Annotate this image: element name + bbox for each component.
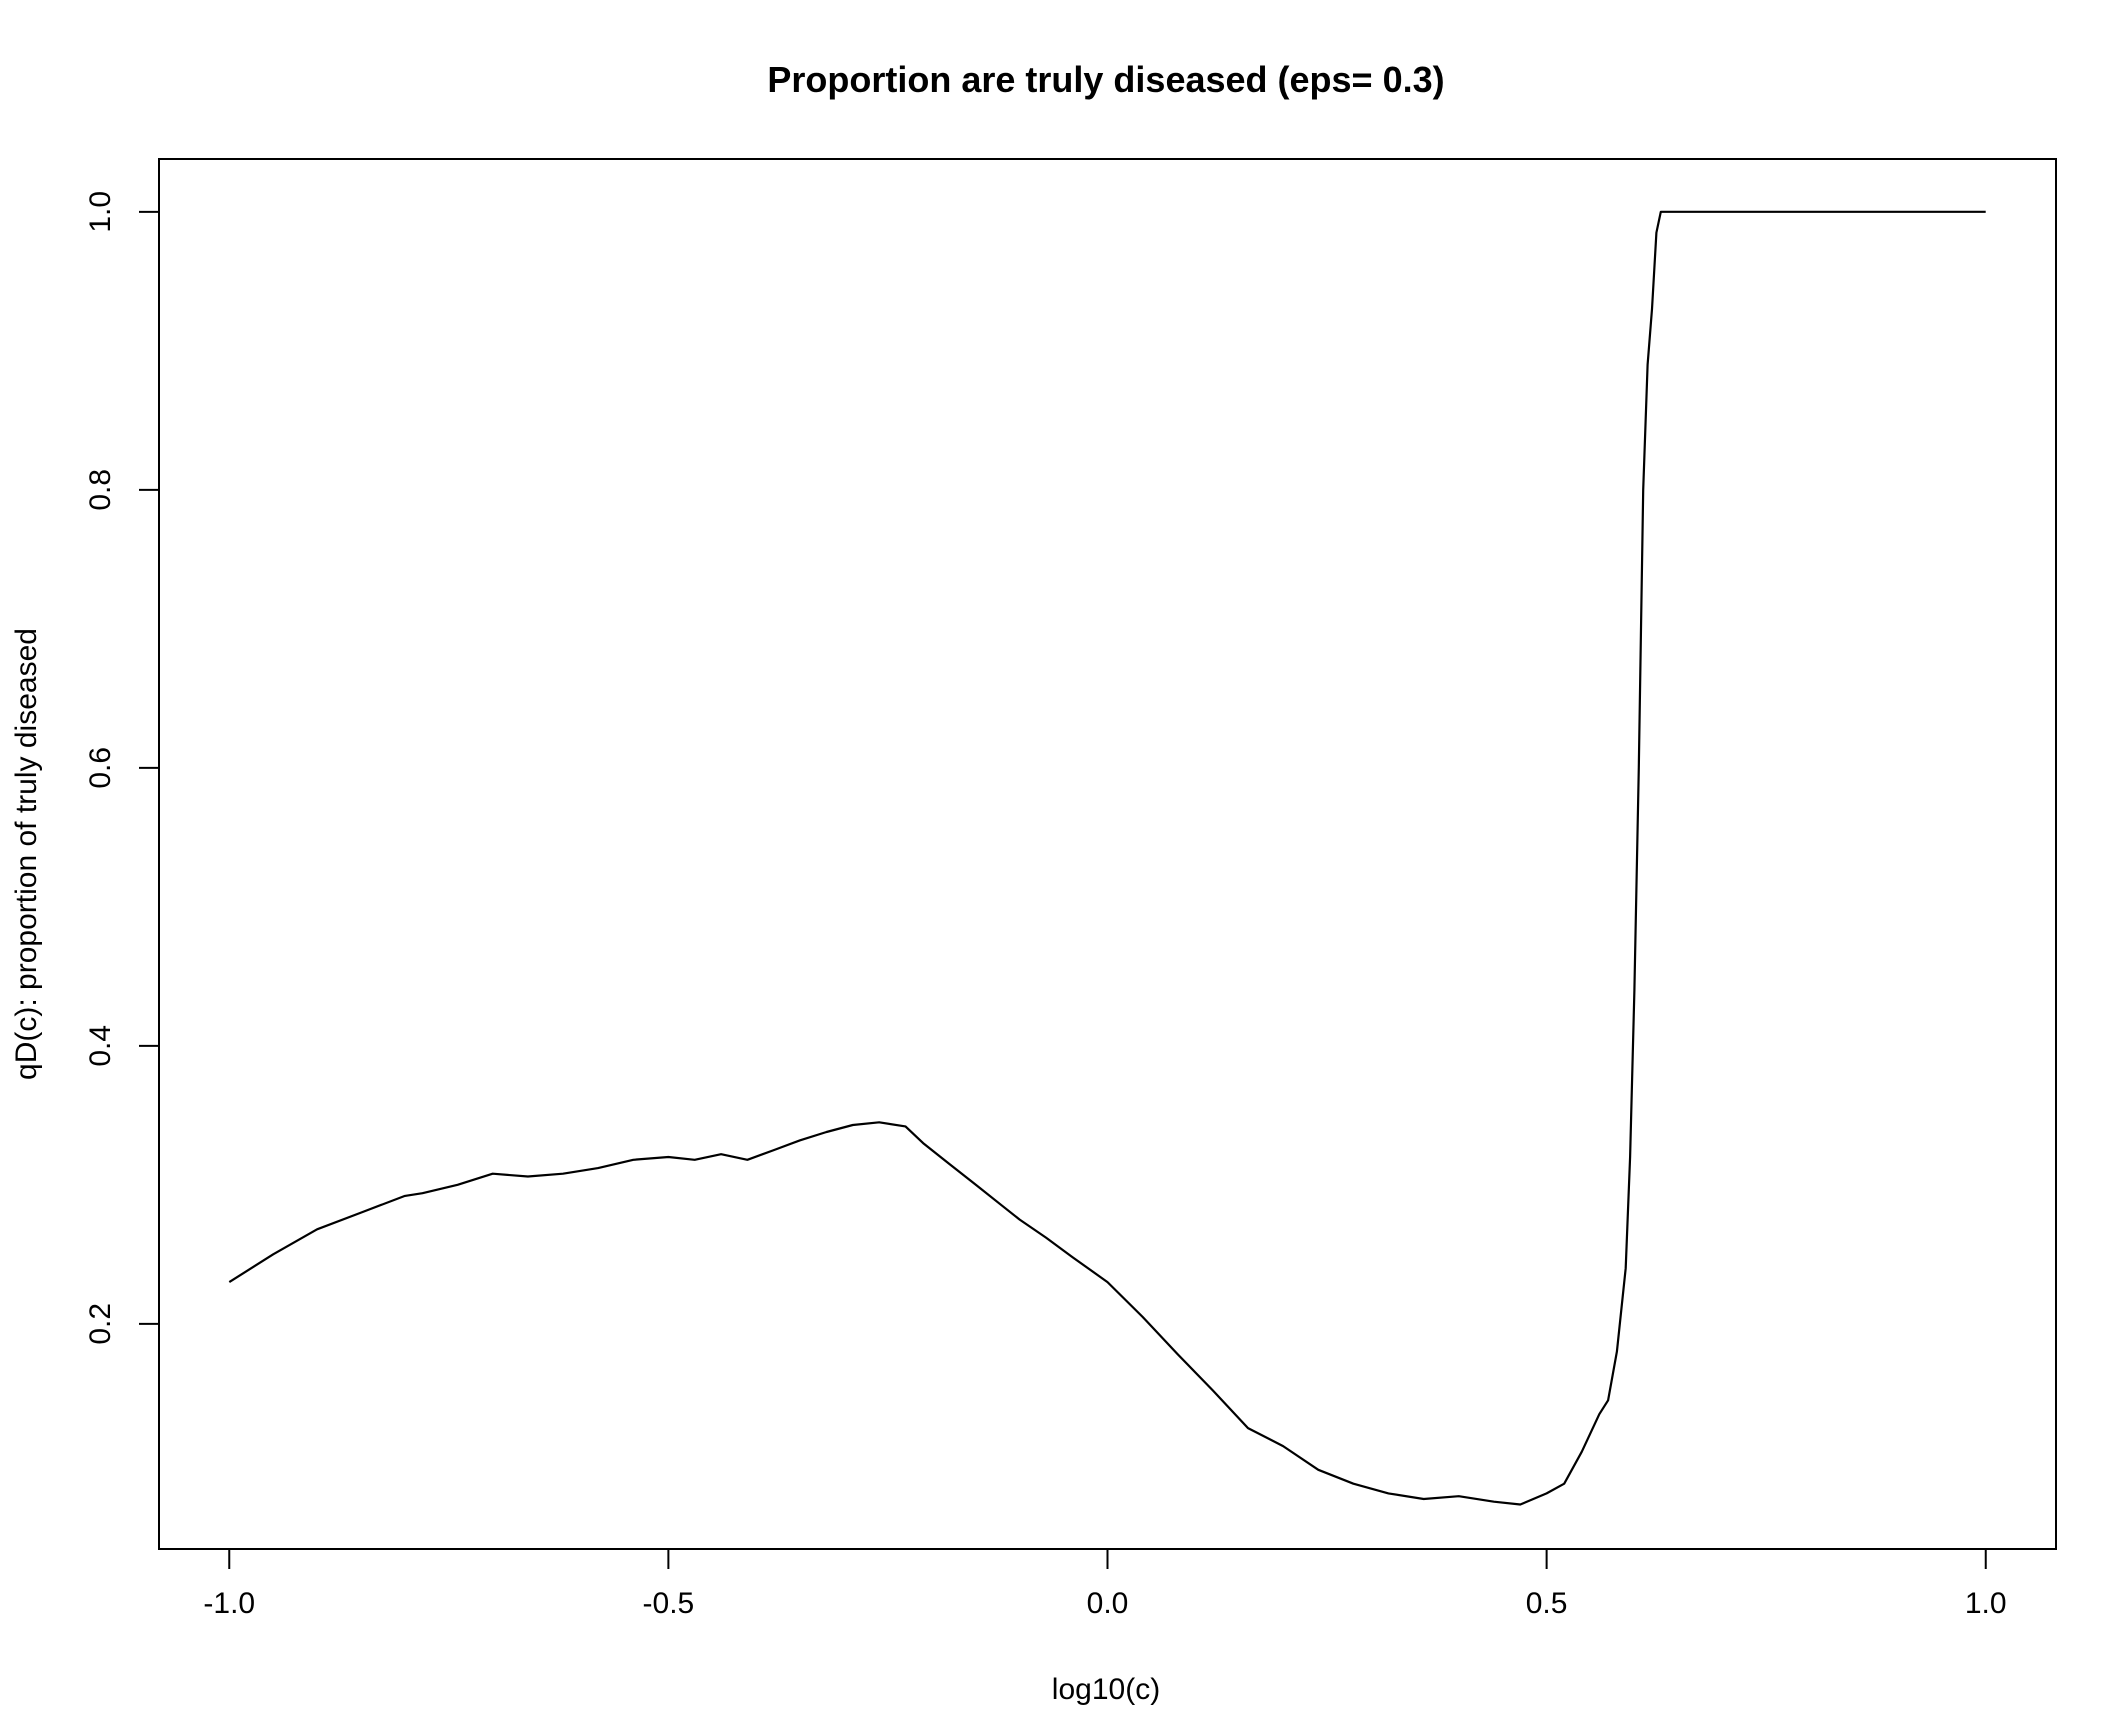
x-axis: -1.0 -0.5 0.0 0.5 1.0 <box>203 1548 2007 1620</box>
y-tick-label: 0.2 <box>84 1303 117 1345</box>
y-tick-label: 1.0 <box>84 191 117 233</box>
y-axis: 0.2 0.4 0.6 0.8 1.0 <box>84 191 160 1345</box>
x-tick-label: -1.0 <box>203 1587 255 1620</box>
x-tick-label: -0.5 <box>643 1587 695 1620</box>
x-tick-label: 1.0 <box>1965 1587 2007 1620</box>
x-tick-label: 0.0 <box>1087 1587 1129 1620</box>
y-tick-label: 0.8 <box>84 469 117 511</box>
x-tick-label: 0.5 <box>1526 1587 1568 1620</box>
x-axis-label: log10(c) <box>1052 1673 1160 1706</box>
y-axis-label: qD(c): proportion of truly diseased <box>10 628 43 1080</box>
chart-title: Proportion are truly diseased (eps= 0.3) <box>767 59 1444 100</box>
series-line <box>228 210 1986 1506</box>
y-tick-label: 0.4 <box>84 1025 117 1067</box>
y-tick-label: 0.6 <box>84 747 117 789</box>
plot-frame <box>158 158 2057 1550</box>
